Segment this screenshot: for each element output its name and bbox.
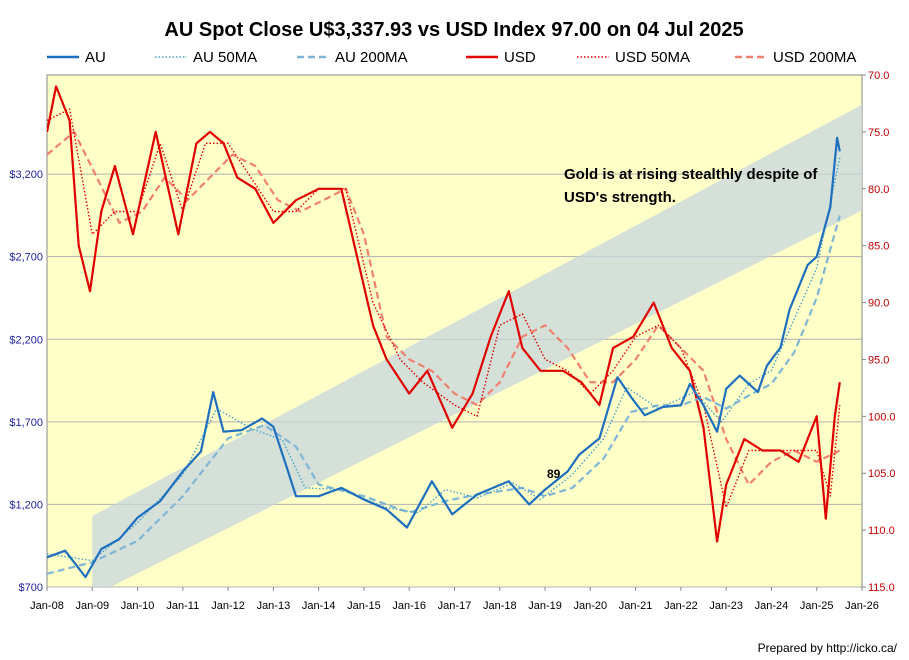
y-tick-label-left: $2,200 [9, 334, 43, 346]
x-tick-label: Jan-16 [392, 600, 426, 612]
axes: $700 $1,200 $1,700 $2,200 $2,700 $3,200 70.0 75… [9, 70, 895, 612]
y-tick-label-left: $1,200 [9, 499, 43, 511]
x-tick-label: Jan-17 [438, 600, 472, 612]
x-tick-label: Jan-12 [211, 600, 245, 612]
series-line-usd [47, 85, 841, 543]
x-tick-label: Jan-14 [302, 600, 336, 612]
x-tick-label: Jan-10 [121, 600, 155, 612]
legend: AU AU 50MA AU 200MA USD USD 50MA USD 200MA [47, 49, 856, 66]
x-tick-label: Jan-11 [166, 600, 199, 612]
x-tick-label: Jan-22 [664, 600, 698, 612]
legend-label-usd-50ma: USD 50MA [615, 49, 690, 66]
annotation: Gold is at rising stealthly despite of U… [547, 166, 818, 481]
legend-label-au-50ma: AU 50MA [193, 49, 257, 66]
y-tick-label-left: $3,200 [9, 169, 43, 181]
x-tick-label: Jan-15 [347, 600, 381, 612]
y-tick-label-right: 115.0 [868, 582, 895, 594]
series-group [47, 85, 841, 579]
y-tick-label-left: $700 [19, 582, 43, 594]
y-tick-label-right: 110.0 [868, 525, 895, 537]
x-tick-label: Jan-20 [574, 600, 608, 612]
trend-band-shape [92, 104, 862, 587]
y-tick-label-right: 80.0 [868, 184, 889, 196]
legend-label-au: AU [85, 49, 106, 66]
y-tick-label-right: 85.0 [868, 241, 889, 253]
y-tick-label-right: 95.0 [868, 354, 889, 366]
y-tick-label-left: $1,700 [9, 417, 43, 429]
x-tick-label: Jan-09 [75, 600, 109, 612]
x-tick-label: Jan-08 [30, 600, 64, 612]
series-line-au [47, 136, 841, 579]
series-line-usd-50ma [47, 108, 841, 509]
footer-credit: Prepared by http://icko.ca/ [758, 641, 898, 655]
x-tick-label: Jan-13 [257, 600, 291, 612]
annotation-89: 89 [547, 467, 561, 481]
annotation-line-2: USD's strength. [564, 189, 676, 206]
y-tick-label-right: 70.0 [868, 70, 889, 82]
y-tick-label-left: $2,700 [9, 252, 43, 264]
y-tick-label-right: 100.0 [868, 411, 896, 423]
y-tick-label-right: 75.0 [868, 127, 889, 139]
x-tick-label: Jan-24 [755, 600, 789, 612]
legend-label-au-200ma: AU 200MA [335, 49, 408, 66]
legend-label-usd-200ma: USD 200MA [773, 49, 856, 66]
trend-band [92, 104, 862, 587]
legend-label-usd: USD [504, 49, 536, 66]
x-tick-label: Jan-18 [483, 600, 517, 612]
x-tick-label: Jan-25 [800, 600, 834, 612]
y-tick-label-right: 105.0 [868, 468, 896, 480]
y-tick-label-right: 90.0 [868, 298, 889, 310]
annotation-line-1: Gold is at rising stealthly despite of [564, 166, 818, 183]
series-line-au-200ma [47, 215, 841, 575]
x-tick-label: Jan-21 [619, 600, 653, 612]
x-tick-label: Jan-19 [528, 600, 562, 612]
x-tick-label: Jan-23 [709, 600, 743, 612]
x-tick-label: Jan-26 [845, 600, 879, 612]
chart-title: AU Spot Close U$3,337.93 vs USD Index 97… [164, 19, 743, 41]
